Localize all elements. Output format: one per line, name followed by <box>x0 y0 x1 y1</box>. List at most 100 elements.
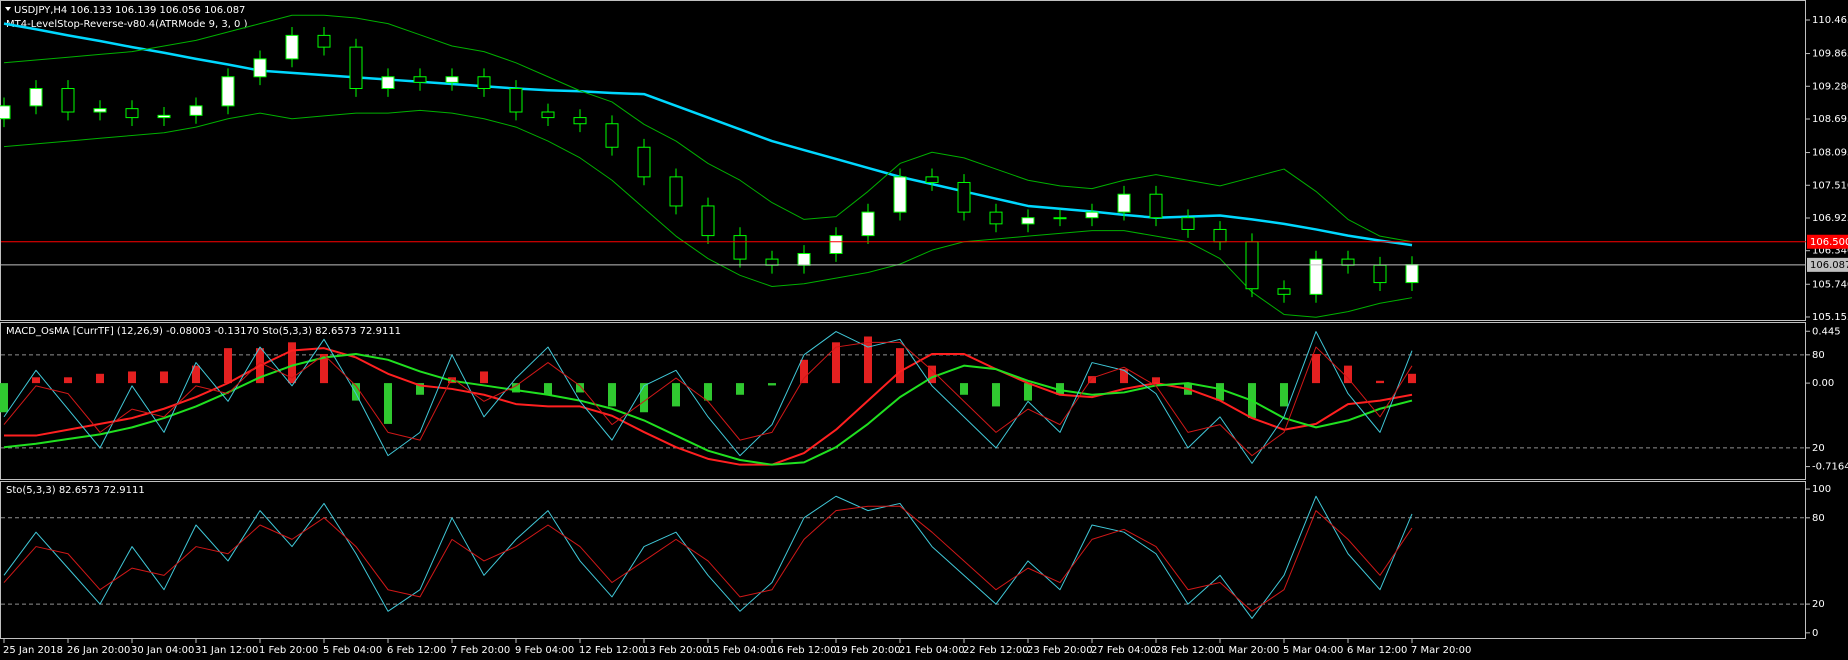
x-tick-label: 5 Feb 04:00 <box>323 645 382 656</box>
histogram-bar <box>1280 383 1288 407</box>
histogram-bar <box>320 353 328 384</box>
candle-body <box>413 76 427 83</box>
histogram-bar <box>1152 377 1160 384</box>
x-tick-label: 30 Jan 04:00 <box>131 645 194 656</box>
histogram-bar <box>1408 373 1416 384</box>
indicator-line <box>3 505 1413 612</box>
x-tick-label: 13 Feb 20:00 <box>643 645 709 656</box>
x-tick-label: 21 Feb 04:00 <box>899 645 965 656</box>
y-tick-label: 107.510 <box>1812 180 1848 191</box>
x-tick-label: 6 Mar 12:00 <box>1347 645 1407 656</box>
x-tick-label: 7 Feb 20:00 <box>451 645 510 656</box>
y-tick-label: 110.465 <box>1812 15 1848 26</box>
x-tick-label: 27 Feb 04:00 <box>1091 645 1157 656</box>
histogram-bar <box>0 383 8 413</box>
y-tick-label: 20 <box>1812 599 1825 610</box>
candle-body <box>1021 217 1035 225</box>
candle-body <box>733 235 747 260</box>
candle-body <box>125 108 139 119</box>
x-tick-label: 1 Feb 20:00 <box>259 645 318 656</box>
candle-body <box>1085 211 1099 219</box>
x-tick-label: 15 Feb 04:00 <box>707 645 773 656</box>
y-tick-label: 106.340 <box>1812 246 1848 257</box>
x-tick-label: 19 Feb 20:00 <box>835 645 901 656</box>
y-tick-label: -0.71642 <box>1812 462 1848 473</box>
x-tick-label: 6 Feb 12:00 <box>387 645 446 656</box>
price-level-box <box>1807 257 1848 272</box>
histogram-bar <box>928 365 936 384</box>
candle-body <box>541 111 555 119</box>
histogram-bar <box>160 371 168 384</box>
candle-body <box>317 34 331 48</box>
candle-body <box>637 146 651 178</box>
y-tick-label: 105.155 <box>1812 312 1848 323</box>
x-tick-label: 22 Feb 12:00 <box>963 645 1029 656</box>
candle-body <box>893 176 907 213</box>
stoch-title: Sto(5,3,3) 82.6573 72.9111 <box>6 485 145 496</box>
price-panel-frame <box>0 0 1806 321</box>
histogram-bar <box>1344 365 1352 384</box>
candle-body <box>701 205 715 237</box>
histogram-bar <box>576 383 584 393</box>
y-tick-label: 80 <box>1812 513 1825 524</box>
x-tick-label: 31 Jan 12:00 <box>195 645 258 656</box>
x-tick-label: 7 Mar 20:00 <box>1411 645 1471 656</box>
price-level-label: 106.087 <box>1810 260 1848 271</box>
candle-body <box>61 88 75 113</box>
candle-body <box>1405 264 1419 284</box>
candle-body <box>509 88 523 113</box>
stoch-panel-frame <box>0 481 1806 639</box>
indicator-title: MT4-LevelStop-Reverse-v80.4(ATRMode 9, 3… <box>6 19 248 30</box>
y-tick-label: 20 <box>1812 443 1825 454</box>
histogram-bar <box>896 348 904 384</box>
candle-body <box>1373 264 1387 284</box>
candle-body <box>477 76 491 90</box>
histogram-bar <box>704 383 712 401</box>
candle-body <box>1149 193 1163 219</box>
histogram-bar <box>832 342 840 384</box>
histogram-bar <box>608 383 616 407</box>
candle-body <box>1181 217 1195 230</box>
histogram-bar <box>192 365 200 384</box>
x-tick-label: 12 Feb 12:00 <box>579 645 645 656</box>
candle-body <box>0 105 11 120</box>
histogram-bar <box>736 383 744 395</box>
histogram-bar <box>1376 380 1384 384</box>
indicator-line <box>3 352 1413 466</box>
x-tick-label: 25 Jan 2018 <box>3 645 63 656</box>
macd-title: MACD_OsMA [CurrTF] (12,26,9) -0.08003 -0… <box>6 326 401 337</box>
x-tick-label: 1 Mar 20:00 <box>1219 645 1279 656</box>
histogram-bar <box>32 377 40 384</box>
y-tick-label: 108.095 <box>1812 148 1848 159</box>
candle-body <box>797 253 811 266</box>
candle-body <box>829 235 843 255</box>
candle-body <box>605 123 619 148</box>
indicator-line <box>3 22 1413 247</box>
indicator-line <box>3 341 1413 457</box>
histogram-bar <box>1216 383 1224 401</box>
x-tick-label: 26 Jan 20:00 <box>67 645 130 656</box>
collapse-icon[interactable] <box>5 7 11 11</box>
candle-body <box>221 76 235 107</box>
y-tick-label: 108.695 <box>1812 114 1848 125</box>
histogram-bar <box>800 359 808 384</box>
indicator-line <box>3 14 1413 243</box>
histogram-bar <box>992 383 1000 407</box>
candle-body <box>1053 217 1067 220</box>
histogram-bar <box>768 383 776 386</box>
price-level-box <box>1807 234 1848 249</box>
x-tick-label: 5 Mar 04:00 <box>1283 645 1343 656</box>
histogram-bar <box>1120 369 1128 384</box>
y-tick-label: 105.740 <box>1812 279 1848 290</box>
histogram-bar <box>384 383 392 424</box>
x-tick-label: 28 Feb 12:00 <box>1155 645 1221 656</box>
histogram-bar <box>64 377 72 384</box>
candle-body <box>1277 288 1291 295</box>
candle-body <box>765 258 779 266</box>
y-tick-label: 0.00 <box>1812 378 1834 389</box>
histogram-bar <box>128 371 136 384</box>
candle-body <box>989 211 1003 225</box>
histogram-bar <box>640 383 648 413</box>
y-tick-label: 109.865 <box>1812 49 1848 60</box>
candle-body <box>669 176 683 207</box>
